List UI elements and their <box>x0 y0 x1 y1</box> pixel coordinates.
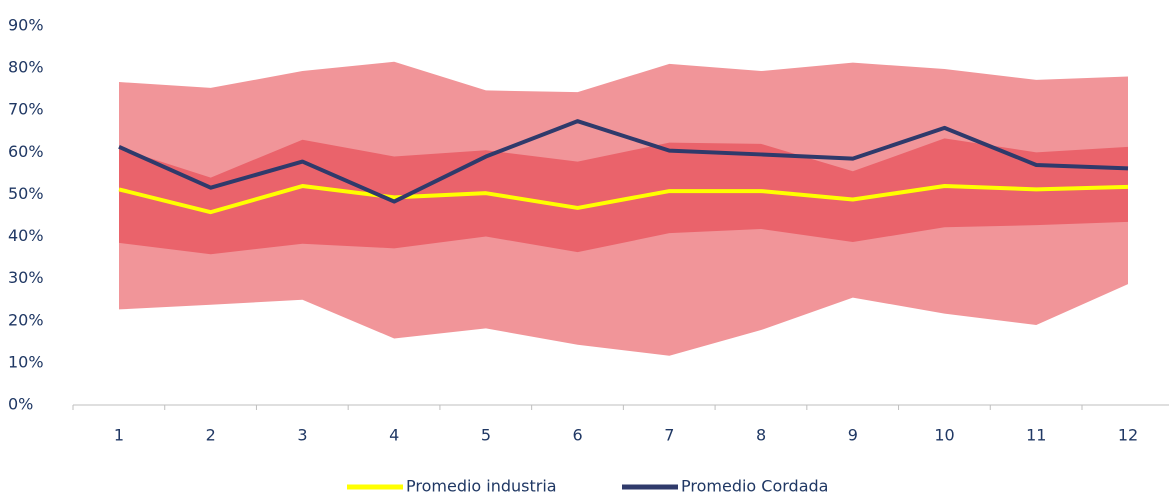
x-tick-label: 3 <box>297 426 307 445</box>
x-tick-label: 11 <box>1026 426 1046 445</box>
x-tick-label: 8 <box>756 426 766 445</box>
x-tick-label: 4 <box>389 426 399 445</box>
x-tick-label: 12 <box>1118 426 1138 445</box>
y-tick-label: 60% <box>8 142 44 161</box>
x-tick-label: 7 <box>664 426 674 445</box>
y-tick-label: 70% <box>8 100 44 119</box>
x-tick-label: 5 <box>481 426 491 445</box>
line-series <box>118 184 1129 215</box>
y-tick-label: 80% <box>8 58 44 77</box>
y-tick-label: 40% <box>8 226 44 245</box>
x-tick-label: 6 <box>573 426 583 445</box>
legend-label: Promedio industria <box>406 477 557 496</box>
range-band <box>119 138 1128 255</box>
x-tick-label: 9 <box>848 426 858 445</box>
y-tick-label: 90% <box>8 16 44 35</box>
y-tick-label: 0% <box>8 395 33 414</box>
y-tick-label: 20% <box>8 310 44 329</box>
legend-label: Promedio Cordada <box>681 477 828 496</box>
x-tick-label: 10 <box>934 426 954 445</box>
y-tick-label: 10% <box>8 352 44 371</box>
y-tick-label: 30% <box>8 268 44 287</box>
y-tick-label: 50% <box>8 184 44 203</box>
line-series <box>118 119 1129 204</box>
x-tick-label: 2 <box>206 426 216 445</box>
x-tick-label: 1 <box>114 426 124 445</box>
